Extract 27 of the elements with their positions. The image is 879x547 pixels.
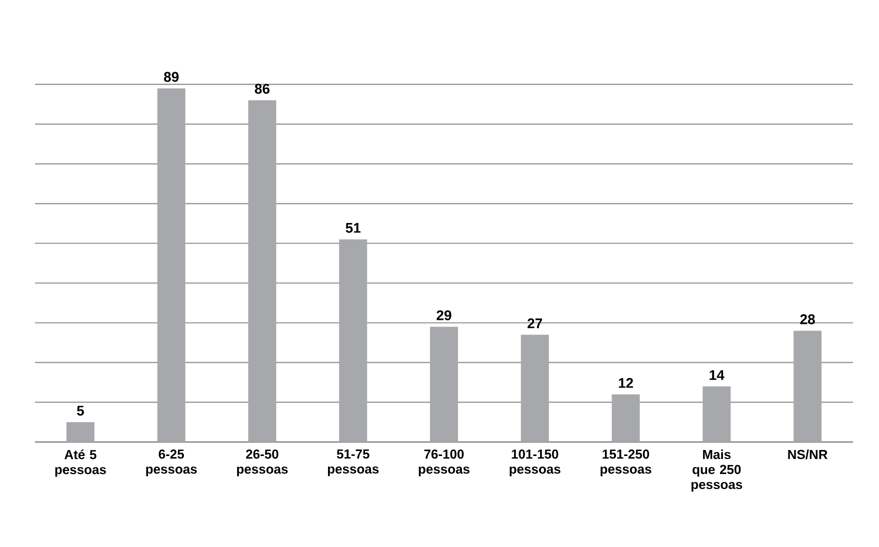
bar — [339, 239, 368, 442]
bar — [430, 326, 458, 442]
data-label: 14 — [710, 370, 724, 380]
x-tick-label: Mais que 250 pessoas — [692, 450, 742, 492]
data-label: 27 — [528, 318, 542, 328]
data-label: 86 — [254, 84, 270, 94]
x-tick-label: Até 5 pessoas — [55, 450, 106, 477]
data-label: 51 — [346, 223, 361, 233]
x-tick-label: 6-25 pessoas — [146, 450, 197, 476]
data-label: 29 — [436, 310, 452, 320]
data-label: 5 — [76, 406, 84, 416]
data-label: 89 — [164, 72, 179, 82]
bar — [794, 330, 822, 442]
bar — [702, 386, 731, 442]
data-label: 28 — [800, 314, 815, 324]
x-tick-label: 151-250 pessoas — [600, 450, 652, 476]
bar — [157, 88, 186, 442]
bar — [248, 100, 276, 442]
x-tick-label: 101-150 pessoas — [510, 450, 560, 476]
data-label: 12 — [618, 378, 633, 388]
bar — [520, 334, 549, 442]
x-tick-label: 76-100 pessoas — [418, 450, 470, 476]
x-tick-label: 51-75 pessoas — [328, 450, 379, 476]
x-tick-label: NS/NR — [788, 450, 828, 460]
bar — [612, 394, 640, 442]
x-tick-label: 26-50 pessoas — [237, 450, 288, 476]
bar — [66, 422, 94, 442]
